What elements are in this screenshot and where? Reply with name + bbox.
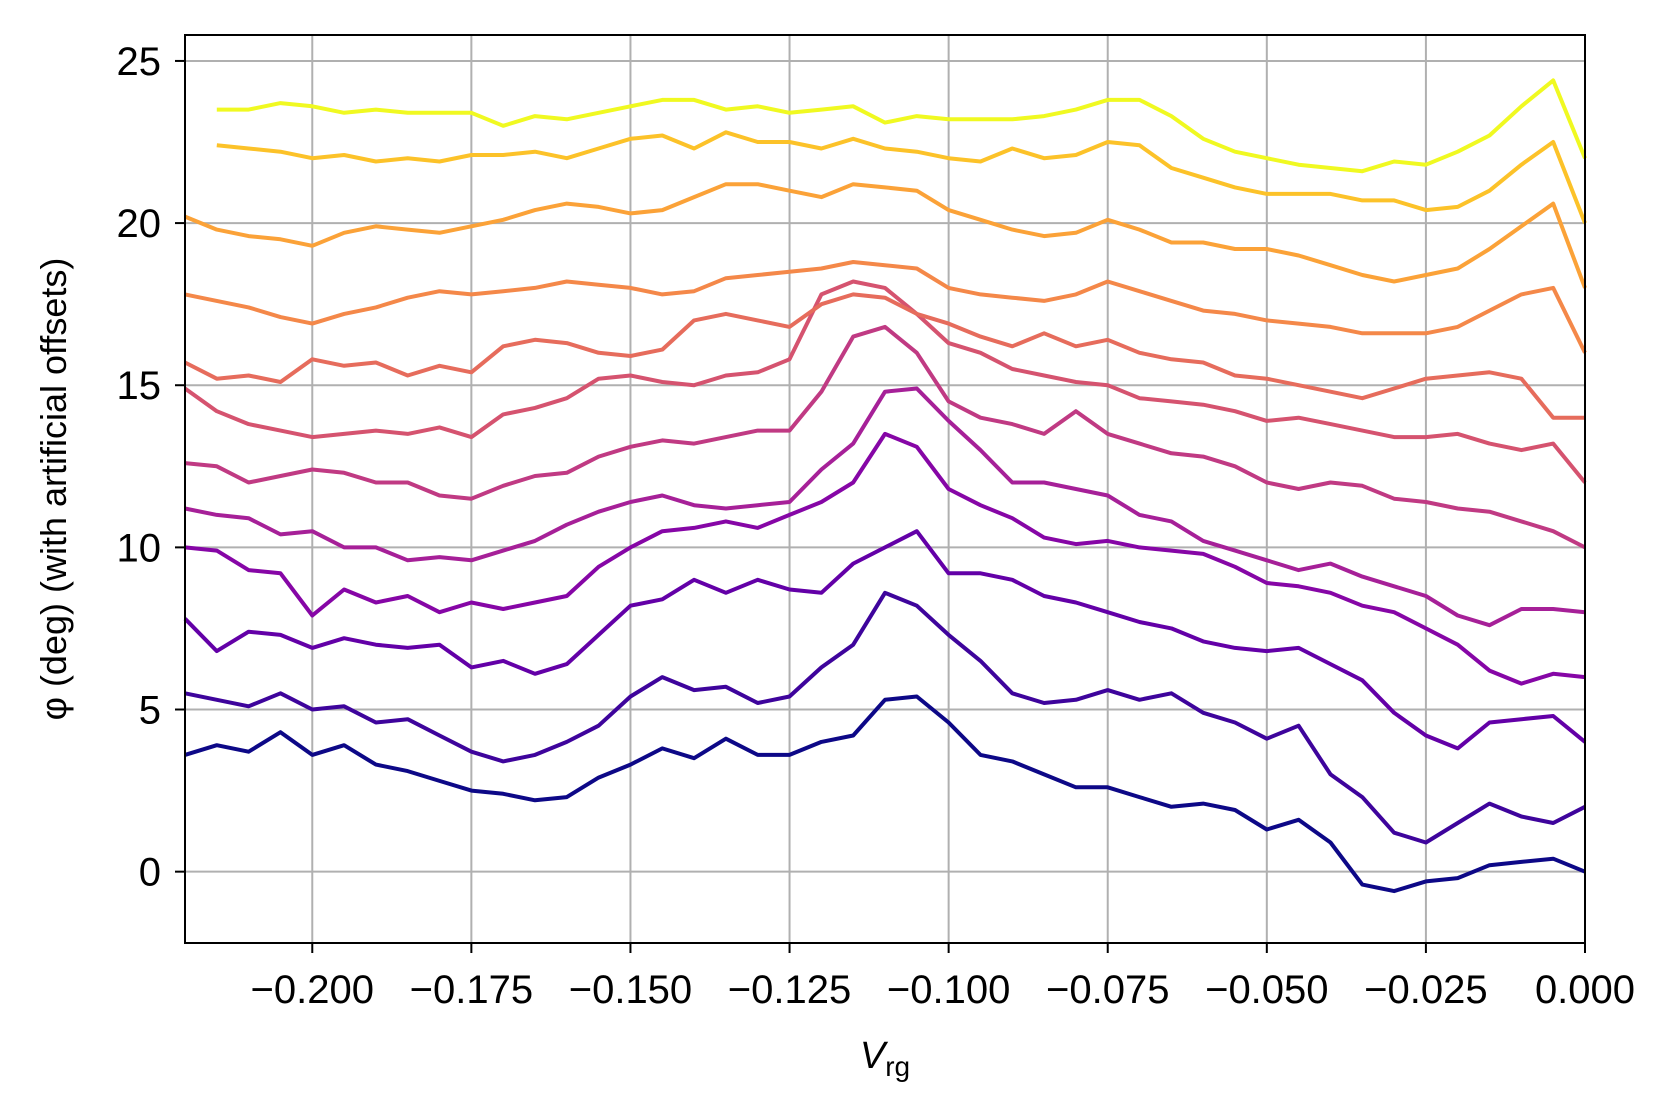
y-tick-label: 25 [117,40,162,84]
axis-ticks: −0.200 −0.175 −0.150 −0.125 −0.100 −0.075 −0.0… [117,40,1636,1012]
series-line-1 [184,694,1586,894]
y-tick-label: 0 [139,851,161,895]
x-axis-label: Vrg [860,1035,910,1082]
x-axis-label-main: V [860,1035,889,1077]
x-tick-label: −0.125 [728,968,851,1012]
series-line-12 [216,78,1587,174]
x-tick-label: −0.025 [1364,968,1487,1012]
y-tick-label: 10 [117,526,162,570]
x-tick-label: −0.200 [251,968,374,1012]
series-line-10 [184,182,1587,289]
series-line-8 [184,292,1585,420]
x-tick-label: −0.050 [1205,968,1328,1012]
x-tick-label: 0.000 [1535,968,1635,1012]
x-tick-label: −0.100 [887,968,1010,1012]
series-line-4 [184,431,1586,686]
y-axis-label: φ (deg) (with artificial offsets) [33,258,74,721]
y-tick-label: 15 [117,364,162,408]
series-line-9 [184,260,1587,354]
series-line-5 [184,386,1586,628]
series-line-6 [184,324,1586,550]
y-tick-label: 5 [139,689,161,733]
plot-frame [184,34,1586,944]
y-tick-label: 20 [117,202,162,246]
series-line-7 [183,279,1587,484]
series-group [183,78,1587,894]
series-line-11 [216,130,1587,224]
x-tick-label: −0.175 [410,968,533,1012]
series-line-2 [184,590,1586,845]
series-line-3 [183,529,1587,751]
x-tick-label: −0.150 [569,968,692,1012]
x-tick-label: −0.075 [1046,968,1169,1012]
x-axis-label-subscript: rg [885,1051,910,1082]
